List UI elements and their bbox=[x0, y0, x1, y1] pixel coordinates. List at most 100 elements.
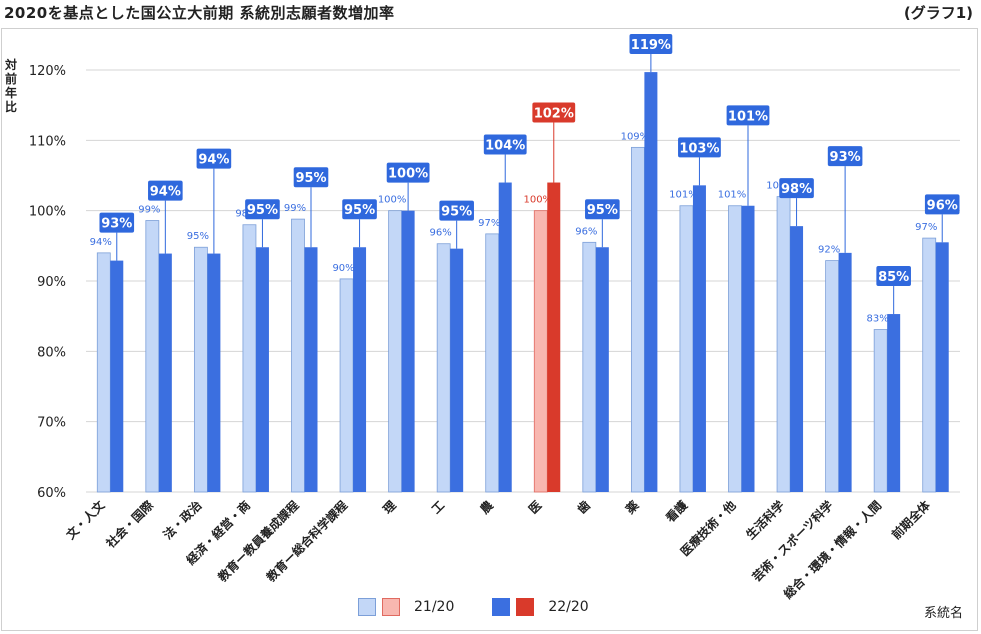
x-tick-label: 歯 bbox=[574, 498, 593, 517]
data-label-22-20: 101% bbox=[728, 109, 768, 124]
data-label-box-22-20 bbox=[439, 200, 474, 221]
data-label-22-20: 94% bbox=[198, 153, 229, 168]
data-label-22-20: 103% bbox=[679, 141, 719, 156]
data-label-box-22-20 bbox=[342, 199, 377, 220]
data-label-22-20: 93% bbox=[830, 150, 861, 165]
x-tick-labels: 文・人文社会・国際 法・政治経済・経営・商教育ー教員養成課程教育ー総合科学課程理工… bbox=[63, 497, 934, 602]
bar-21-20 bbox=[145, 220, 160, 493]
y-tick-label: 60% bbox=[37, 486, 66, 501]
x-tick-label: 工 bbox=[429, 498, 447, 516]
bar-22-20 bbox=[255, 247, 269, 492]
legend: 21/20 22/20 bbox=[358, 596, 589, 618]
x-tick-label: 農 bbox=[477, 497, 497, 517]
data-label-box-22-20 bbox=[924, 194, 960, 215]
bar-21-20 bbox=[582, 241, 597, 493]
legend-swatch-red-dark bbox=[516, 598, 535, 616]
data-label-21-20: 95% bbox=[187, 231, 209, 242]
bar-21-20 bbox=[630, 146, 645, 493]
data-label-21-20: 101% bbox=[669, 190, 698, 201]
data-label-box-22-20 bbox=[483, 134, 527, 155]
y-tick-labels: 60% 70% 80% 90% 100% 110% 120% bbox=[29, 64, 66, 501]
x-tick-label: 法・政治 bbox=[160, 498, 205, 543]
data-label-22-20: 85% bbox=[878, 270, 909, 285]
y-tick-label: 120% bbox=[29, 64, 66, 79]
data-label-box-22-20 bbox=[629, 34, 673, 54]
data-label-box-22-20 bbox=[827, 146, 863, 167]
data-label-22-20: 93% bbox=[101, 217, 132, 232]
legend-item-22-20: 22/20 bbox=[492, 598, 589, 616]
bar-22-20 bbox=[498, 182, 512, 493]
bar-21-20 bbox=[679, 205, 694, 493]
data-label-21-20: 94% bbox=[90, 237, 112, 248]
data-label-21-20: 97% bbox=[915, 222, 937, 233]
bar-21-20 bbox=[922, 237, 937, 493]
bar-22-20 bbox=[644, 72, 658, 493]
bar-22-20 bbox=[595, 247, 609, 492]
legend-label-21-20: 21/20 bbox=[414, 599, 455, 615]
x-tick-label: 教育ー総合科学課程 bbox=[262, 498, 350, 586]
bar-21-20 bbox=[193, 246, 208, 493]
data-label-22-20: 98% bbox=[781, 182, 812, 197]
bar-21-20 bbox=[728, 205, 742, 493]
x-tick-label: 看護 bbox=[662, 497, 690, 525]
bar-21-20 bbox=[291, 218, 305, 493]
data-label-21-20: 96% bbox=[575, 226, 597, 237]
x-tick-label: 芸術・スポーツ科学 bbox=[749, 498, 836, 585]
data-label-22-20: 96% bbox=[927, 198, 958, 213]
x-tick-label: 医 bbox=[526, 498, 544, 516]
bar-22-20 bbox=[887, 314, 901, 492]
data-label-box-22-20 bbox=[585, 199, 620, 220]
x-tick-label: 理 bbox=[380, 498, 398, 516]
bar-22-20 bbox=[790, 226, 804, 492]
data-label-22-20: 100% bbox=[388, 167, 428, 182]
legend-swatch-blue-light bbox=[358, 598, 376, 616]
bar-22-20 bbox=[838, 252, 852, 492]
data-label-22-20: 94% bbox=[150, 185, 181, 200]
bar-22-20 bbox=[547, 182, 561, 493]
bar-22-20 bbox=[692, 185, 706, 492]
data-label-21-20: 96% bbox=[430, 228, 452, 239]
data-label-box-22-20 bbox=[245, 199, 280, 220]
y-tick-label: 110% bbox=[29, 134, 66, 149]
legend-item-21-20: 21/20 bbox=[358, 598, 454, 616]
y-tick-label: 100% bbox=[29, 205, 66, 220]
chart-title: 2020を基点とした国公立大前期 系統別志願者数増加率 bbox=[4, 4, 395, 22]
x-axis-title: 系統名 bbox=[923, 606, 963, 621]
data-label-21-20: 99% bbox=[138, 205, 160, 216]
x-tick-label: 総合・環境・情報・人間 bbox=[780, 498, 884, 602]
data-label-22-20: 119% bbox=[631, 38, 671, 53]
y-tick-label: 70% bbox=[37, 416, 66, 431]
bar-21-20 bbox=[96, 252, 111, 493]
x-tick-label: 前期全体 bbox=[888, 497, 933, 542]
data-label-box-22-20 bbox=[726, 105, 770, 126]
bar-22-20 bbox=[110, 260, 124, 492]
bars bbox=[96, 72, 949, 493]
data-label-box-22-20 bbox=[99, 212, 135, 233]
bar-22-20 bbox=[450, 248, 464, 492]
data-label-box-22-20 bbox=[876, 266, 911, 287]
bar-22-20 bbox=[401, 210, 415, 492]
x-tick-label: 社会・国際 bbox=[102, 497, 156, 551]
data-label-22-20: 95% bbox=[295, 171, 326, 186]
data-label-21-20: 90% bbox=[332, 263, 354, 274]
legend-swatch-red-light bbox=[382, 598, 400, 616]
bar-22-20 bbox=[304, 247, 318, 492]
chart-frame bbox=[1, 28, 978, 631]
bar-21-20 bbox=[485, 233, 500, 493]
data-label-21-20: 83% bbox=[867, 314, 889, 325]
bar-22-20 bbox=[741, 205, 755, 492]
data-label-21-20: 99% bbox=[284, 203, 306, 214]
x-tick-label: 教育ー教員養成課程 bbox=[214, 498, 302, 586]
data-label-22-20: 95% bbox=[587, 203, 618, 218]
data-label-box-22-20 bbox=[293, 167, 329, 188]
data-label-box-22-20 bbox=[678, 137, 721, 158]
data-label-box-22-20 bbox=[148, 180, 183, 201]
legend-swatch-blue-dark bbox=[492, 598, 511, 616]
y-tick-label: 90% bbox=[37, 275, 66, 290]
data-label-22-20: 102% bbox=[534, 107, 574, 122]
bar-21-20 bbox=[825, 260, 840, 493]
bar-22-20 bbox=[158, 253, 172, 492]
bar-21-20 bbox=[242, 224, 257, 493]
graph-number: (グラフ1) bbox=[903, 4, 973, 22]
